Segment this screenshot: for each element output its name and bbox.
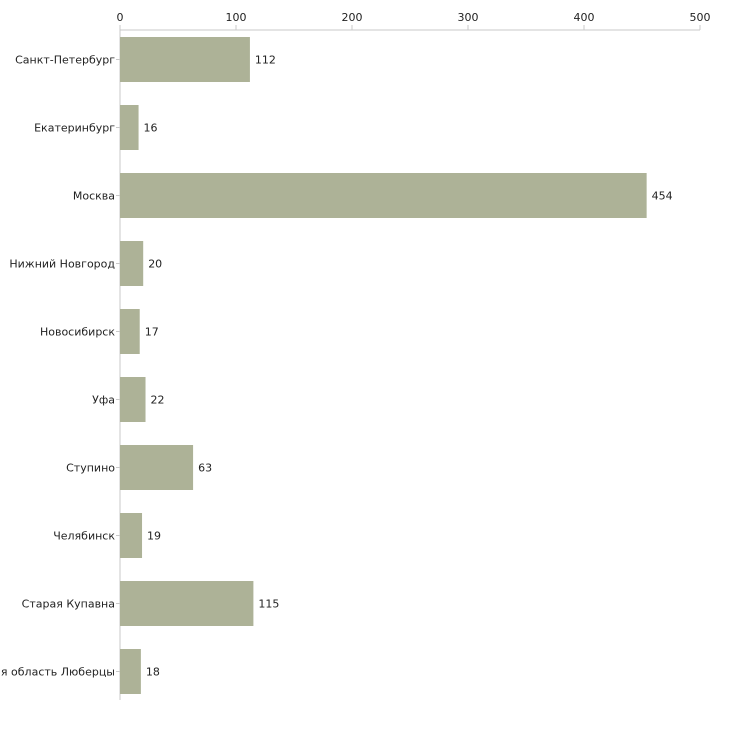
data-label: 112 <box>255 54 276 67</box>
data-label: 17 <box>145 326 159 339</box>
category-label: Москва <box>73 190 115 203</box>
data-label: 454 <box>652 190 673 203</box>
category-label: Санкт-Петербург <box>15 54 115 67</box>
bar <box>120 445 194 490</box>
data-label: 115 <box>258 598 279 611</box>
bar <box>120 581 254 626</box>
bar <box>120 649 141 694</box>
bar <box>120 37 250 82</box>
category-label: Екатеринбург <box>34 122 115 135</box>
x-tick-label: 300 <box>458 11 479 24</box>
category-label: Московская область Люберцы <box>0 666 115 679</box>
bars-group <box>120 37 647 694</box>
data-label: 19 <box>147 530 161 543</box>
bar <box>120 241 144 286</box>
x-tick-label: 400 <box>574 11 595 24</box>
category-label: Челябинск <box>53 530 115 543</box>
bar <box>120 377 146 422</box>
category-label: Нижний Новгород <box>9 258 115 271</box>
category-label: Новосибирск <box>40 326 115 339</box>
data-label: 18 <box>146 666 160 679</box>
y-axis <box>116 30 121 700</box>
bar <box>120 513 143 558</box>
x-axis: 0 100 200 300 400 500 <box>117 11 711 31</box>
bar <box>120 105 139 150</box>
x-tick-label: 100 <box>226 11 247 24</box>
x-tick-label: 200 <box>342 11 363 24</box>
data-label: 22 <box>151 394 165 407</box>
category-label: Старая Купавна <box>22 598 115 611</box>
x-tick-label: 0 <box>117 11 124 24</box>
category-label: Уфа <box>92 394 115 407</box>
data-label: 20 <box>148 258 162 271</box>
bar <box>120 309 140 354</box>
value-labels: 112 16 454 20 17 22 63 19 115 18 <box>144 54 673 679</box>
bar <box>120 173 647 218</box>
x-tick-label: 500 <box>690 11 711 24</box>
category-labels: Санкт-Петербург Екатеринбург Москва Нижний … <box>0 54 115 679</box>
data-label: 63 <box>198 462 212 475</box>
data-label: 16 <box>144 122 158 135</box>
category-label: Ступино <box>66 462 115 475</box>
